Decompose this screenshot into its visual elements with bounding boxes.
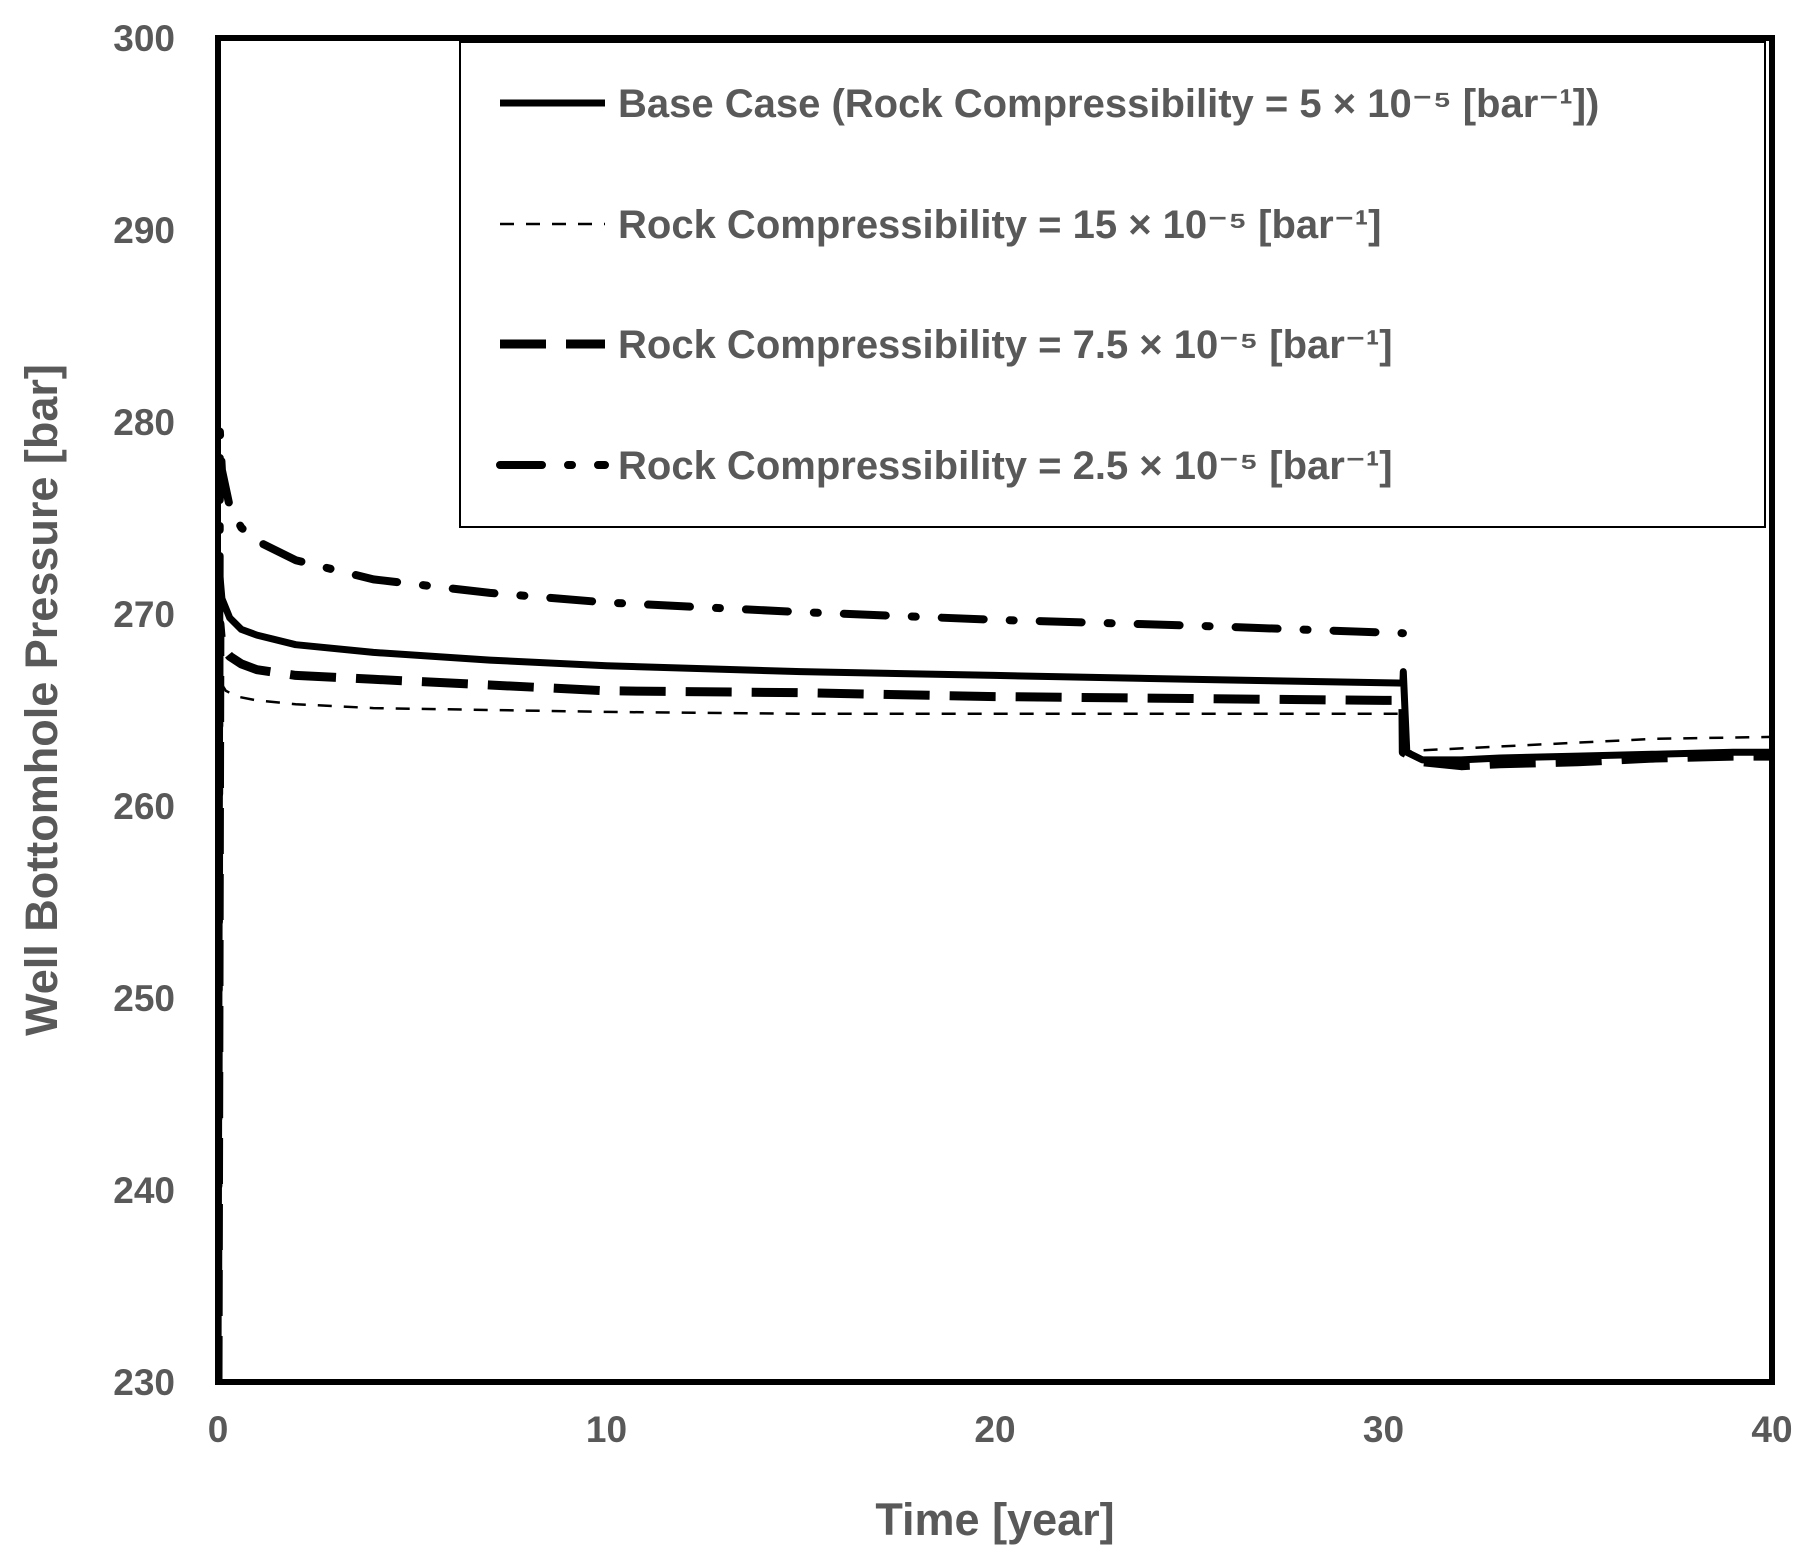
x-tick-label: 40 — [1751, 1409, 1792, 1450]
series-line-4 — [218, 427, 1407, 1382]
x-axis: 0 10 20 30 40 — [208, 1409, 1793, 1450]
y-tick-label: 230 — [113, 1362, 175, 1403]
series-line-2 — [218, 679, 1772, 1382]
x-tick-label: 10 — [586, 1409, 627, 1450]
x-axis-title: Time [year] — [875, 1494, 1114, 1545]
y-tick-label: 290 — [113, 210, 175, 251]
y-tick-label: 240 — [113, 1170, 175, 1211]
y-tick-label: 300 — [113, 18, 175, 59]
y-tick-label: 250 — [113, 978, 175, 1019]
legend-label-3: Rock Compressibility = 7.5 × 10⁻⁵ [bar⁻¹… — [618, 323, 1393, 367]
legend: Base Case (Rock Compressibility = 5 × 10… — [459, 41, 1766, 528]
y-tick-label: 270 — [113, 594, 175, 635]
series-line-3 — [218, 619, 1772, 1382]
y-axis-title: Well Bottomhole Pressure [bar] — [16, 364, 67, 1036]
y-tick-label: 260 — [113, 786, 175, 827]
series-layer — [218, 427, 1772, 1382]
legend-label-1: Base Case (Rock Compressibility = 5 × 10… — [618, 82, 1599, 126]
x-tick-label: 30 — [1363, 1409, 1404, 1450]
y-tick-label: 280 — [113, 402, 175, 443]
legend-label-4: Rock Compressibility = 2.5 × 10⁻⁵ [bar⁻¹… — [618, 444, 1393, 488]
legend-box — [459, 41, 1766, 528]
x-tick-label: 0 — [208, 1409, 229, 1450]
series-line-1 — [218, 572, 1772, 1382]
y-axis: 230 240 250 260 270 280 290 300 — [113, 18, 175, 1403]
plot-area-frame — [215, 35, 1775, 1385]
x-tick-label: 20 — [974, 1409, 1015, 1450]
legend-label-2: Rock Compressibility = 15 × 10⁻⁵ [bar⁻¹] — [618, 203, 1382, 247]
